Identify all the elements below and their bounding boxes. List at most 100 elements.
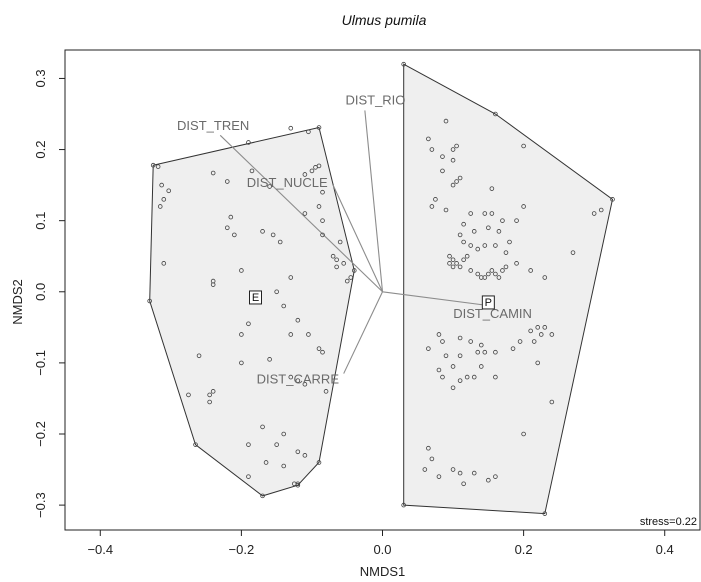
point-group-p bbox=[493, 271, 498, 277]
stress-label: stress=0.22 bbox=[640, 516, 697, 528]
hull-vertex-point bbox=[295, 482, 301, 488]
point-group-e bbox=[274, 442, 279, 447]
point-group-p bbox=[535, 325, 541, 330]
point-group-e bbox=[288, 275, 294, 280]
point-group-p bbox=[528, 328, 533, 334]
point-group-p bbox=[429, 456, 435, 462]
point-group-p bbox=[457, 232, 463, 238]
point-group-p bbox=[436, 332, 442, 337]
point-group-p bbox=[436, 367, 442, 373]
vector-label-dist-camin: DIST_CAMIN bbox=[453, 306, 532, 321]
point-group-e bbox=[306, 332, 311, 337]
point-group-p bbox=[450, 257, 456, 263]
point-group-p bbox=[454, 179, 459, 184]
y-tick-label: −0.1 bbox=[33, 350, 48, 376]
vector-label-dist-carre: DIST_CARRE bbox=[257, 371, 340, 386]
x-tick-label: 0.2 bbox=[515, 542, 533, 557]
point-group-e bbox=[210, 389, 216, 394]
hull-group-p bbox=[403, 63, 614, 515]
hull-group-e bbox=[149, 126, 355, 497]
group-centroid-box-e bbox=[249, 290, 262, 305]
point-group-p bbox=[475, 271, 481, 277]
point-group-e bbox=[239, 360, 244, 366]
point-group-e bbox=[207, 399, 212, 405]
hull-vertex-point bbox=[147, 298, 152, 304]
point-group-p bbox=[440, 374, 445, 380]
point-group-p bbox=[468, 211, 473, 216]
point-group-p bbox=[461, 481, 466, 487]
point-group-p bbox=[521, 204, 526, 209]
point-group-p bbox=[457, 470, 463, 476]
point-group-p bbox=[443, 353, 449, 359]
point-group-e bbox=[159, 182, 164, 188]
point-group-p bbox=[433, 197, 438, 202]
point-group-p bbox=[450, 364, 456, 369]
point-group-e bbox=[260, 229, 265, 234]
y-tick-label: 0.0 bbox=[33, 283, 48, 301]
point-group-p bbox=[454, 261, 459, 266]
hull-vertex-point bbox=[316, 460, 322, 465]
hull-vertex-point bbox=[401, 61, 406, 67]
vector-label-dist-tren: DIST_TREN bbox=[177, 118, 249, 133]
point-group-e bbox=[246, 140, 251, 145]
point-group-p bbox=[457, 175, 463, 181]
point-group-p bbox=[461, 257, 466, 263]
point-group-p bbox=[450, 147, 456, 152]
point-group-p bbox=[598, 207, 604, 213]
vector-dist-rio bbox=[364, 110, 384, 292]
point-group-e bbox=[228, 214, 234, 220]
point-group-e bbox=[274, 289, 279, 295]
point-group-p bbox=[486, 225, 491, 231]
vector-dist-tren bbox=[219, 134, 383, 293]
point-group-p bbox=[503, 264, 509, 270]
point-group-p bbox=[429, 147, 435, 152]
point-group-p bbox=[482, 243, 488, 248]
point-group-e bbox=[267, 357, 272, 362]
point-group-p bbox=[486, 271, 491, 277]
point-group-p bbox=[514, 218, 519, 223]
point-group-p bbox=[454, 143, 459, 149]
point-group-e bbox=[302, 381, 308, 387]
point-group-p bbox=[482, 275, 488, 280]
point-group-p bbox=[457, 335, 463, 341]
point-group-e bbox=[210, 170, 216, 176]
point-group-p bbox=[468, 339, 473, 344]
point-group-p bbox=[503, 250, 509, 255]
y-axis: −0.3 −0.2 −0.1 0.0 0.1 0.2 0.3 bbox=[33, 69, 65, 518]
point-group-e bbox=[224, 225, 230, 231]
point-group-e bbox=[337, 239, 343, 245]
point-group-e bbox=[249, 168, 255, 174]
hull-vertex-point bbox=[351, 268, 357, 273]
point-group-e bbox=[281, 303, 287, 309]
point-group-p bbox=[468, 268, 473, 273]
x-tick-label: 0.4 bbox=[656, 542, 674, 557]
point-group-p bbox=[450, 467, 456, 472]
point-group-p bbox=[528, 268, 533, 273]
point-group-p bbox=[464, 253, 470, 259]
point-group-e bbox=[155, 164, 161, 169]
hull-vertex-point bbox=[610, 197, 615, 202]
hull-vertex-point bbox=[150, 162, 156, 168]
point-group-e bbox=[207, 392, 212, 398]
point-group-e bbox=[224, 179, 230, 184]
point-group-p bbox=[447, 253, 452, 259]
hull-vertex-point bbox=[193, 442, 198, 447]
point-group-e bbox=[210, 282, 216, 287]
point-group-p bbox=[493, 374, 498, 380]
x-axis: −0.4 −0.2 0.0 0.2 0.4 bbox=[87, 530, 674, 557]
hull-vertex-point bbox=[260, 493, 265, 499]
point-group-e bbox=[157, 204, 163, 209]
point-group-p bbox=[440, 168, 445, 174]
point-group-p bbox=[542, 325, 548, 330]
plot-area: DIST_RIO DIST_TREN DIST_NUCLE DIST_CAMIN DIS… bbox=[147, 61, 615, 516]
point-group-e bbox=[239, 332, 244, 337]
point-group-p bbox=[514, 261, 519, 266]
point-group-e bbox=[281, 431, 287, 437]
y-axis-label: NMDS2 bbox=[10, 279, 25, 325]
point-group-p bbox=[464, 374, 470, 380]
point-group-p bbox=[447, 261, 452, 266]
point-group-p bbox=[457, 353, 463, 359]
point-group-p bbox=[468, 243, 473, 248]
point-group-e bbox=[281, 463, 287, 469]
point-group-e bbox=[239, 268, 244, 273]
